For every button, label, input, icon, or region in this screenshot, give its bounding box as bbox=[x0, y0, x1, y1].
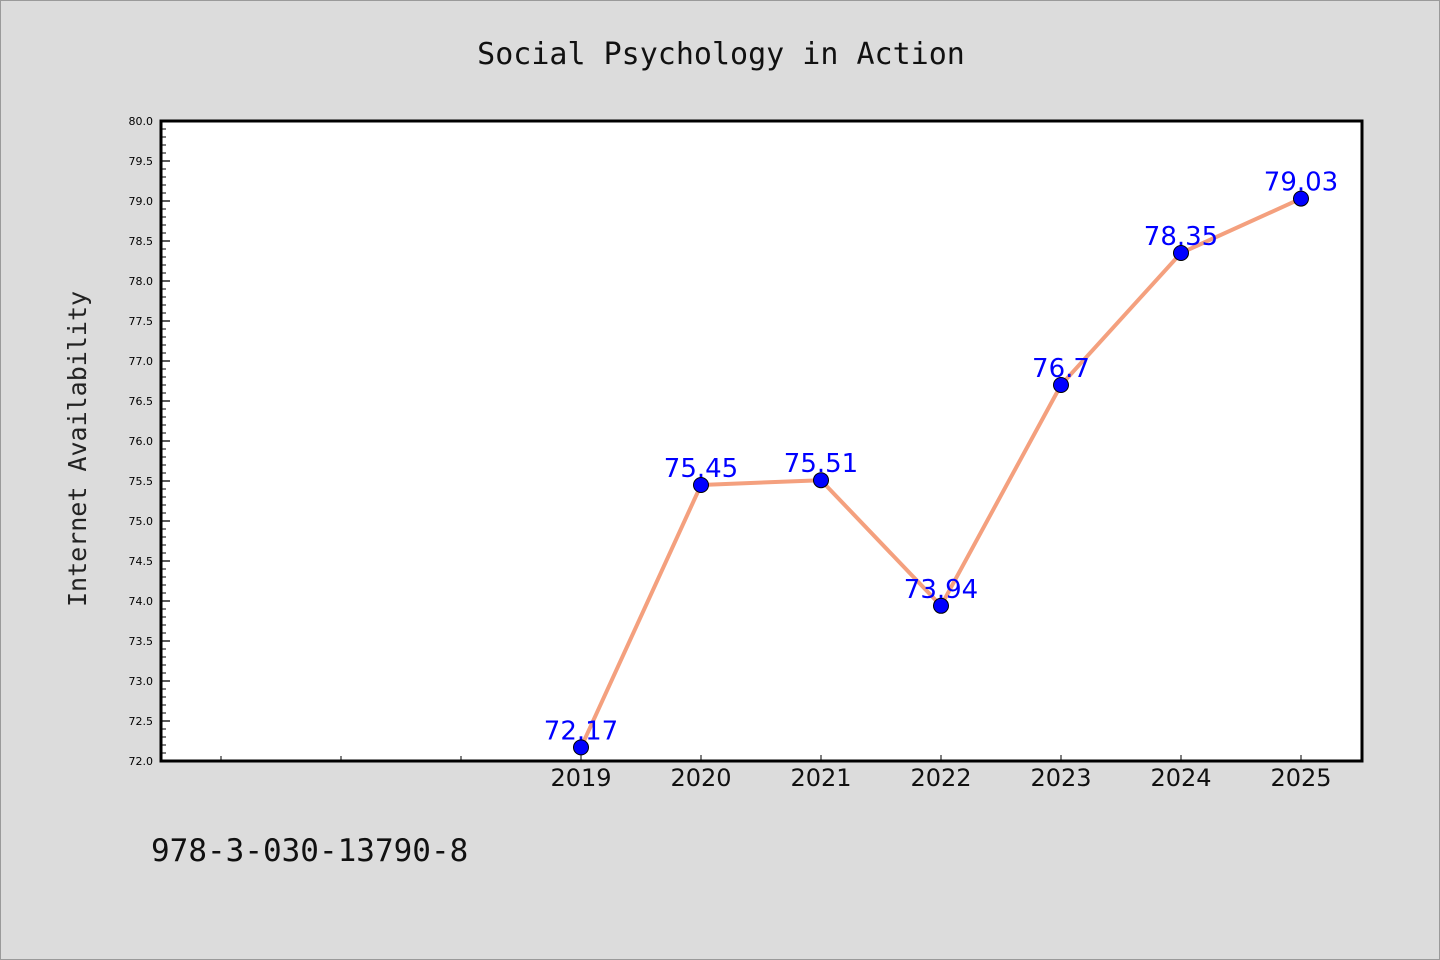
data-label: 76.7 bbox=[1032, 354, 1090, 384]
y-axis-label: Internet Availability bbox=[63, 291, 92, 607]
x-axis-ticks: 2019 2020 2021 2022 2023 2024 2025 bbox=[220, 755, 1332, 792]
y-tick-label: 74.5 bbox=[129, 555, 154, 568]
y-tick-label: 78.5 bbox=[129, 235, 154, 248]
data-label: 75.51 bbox=[784, 449, 858, 479]
x-tick-label: 2025 bbox=[1270, 764, 1331, 792]
x-tick-label: 2023 bbox=[1030, 764, 1091, 792]
x-tick-label: 2020 bbox=[670, 764, 731, 792]
data-label: 73.94 bbox=[904, 575, 978, 605]
y-tick-label: 79.0 bbox=[129, 195, 154, 208]
plot-frame bbox=[159, 119, 1364, 763]
x-tick-label: 2024 bbox=[1150, 764, 1211, 792]
y-tick-label: 72.5 bbox=[129, 715, 154, 728]
chart-title: Social Psychology in Action bbox=[477, 37, 965, 72]
data-point bbox=[1053, 377, 1069, 393]
isbn-text: 978-3-030-13790-8 bbox=[151, 833, 469, 869]
data-point bbox=[1173, 245, 1189, 261]
data-point bbox=[1293, 190, 1309, 207]
plot-area bbox=[161, 121, 1362, 761]
y-tick-label: 76.5 bbox=[129, 395, 154, 408]
y-tick-label: 80.0 bbox=[129, 115, 154, 128]
y-axis-ticks: 72.0 72.5 73.0 73.5 74.0 74.5 75.0 75.5 76.0 76.5… bbox=[129, 115, 170, 768]
y-tick-label: 73.0 bbox=[129, 675, 154, 688]
y-tick-label: 79.5 bbox=[129, 155, 154, 168]
x-tick-label: 2021 bbox=[790, 764, 851, 792]
y-tick-label: 75.0 bbox=[129, 515, 154, 528]
data-point bbox=[693, 477, 709, 493]
y-tick-label: 75.5 bbox=[129, 475, 154, 488]
data-labels: 72.17 75.45 75.51 73.94 76.7 78.35 79.03 bbox=[544, 168, 1338, 747]
y-tick-label: 76.0 bbox=[129, 435, 154, 448]
data-point bbox=[573, 739, 589, 756]
data-point bbox=[933, 597, 949, 614]
y-tick-label: 73.5 bbox=[129, 635, 154, 648]
data-label: 78.35 bbox=[1144, 222, 1218, 252]
data-point bbox=[813, 472, 829, 489]
data-markers bbox=[573, 190, 1309, 756]
y-tick-label: 78.0 bbox=[129, 275, 154, 288]
data-label: 75.45 bbox=[664, 454, 738, 484]
data-label: 79.03 bbox=[1264, 168, 1338, 198]
x-tick-label: 2022 bbox=[910, 764, 971, 792]
y-tick-label: 74.0 bbox=[129, 595, 154, 608]
y-tick-label: 77.5 bbox=[129, 315, 154, 328]
data-label: 72.17 bbox=[544, 716, 618, 746]
y-tick-label: 77.0 bbox=[129, 355, 154, 368]
y-tick-label: 72.0 bbox=[129, 755, 154, 768]
x-tick-label: 2019 bbox=[550, 764, 611, 792]
